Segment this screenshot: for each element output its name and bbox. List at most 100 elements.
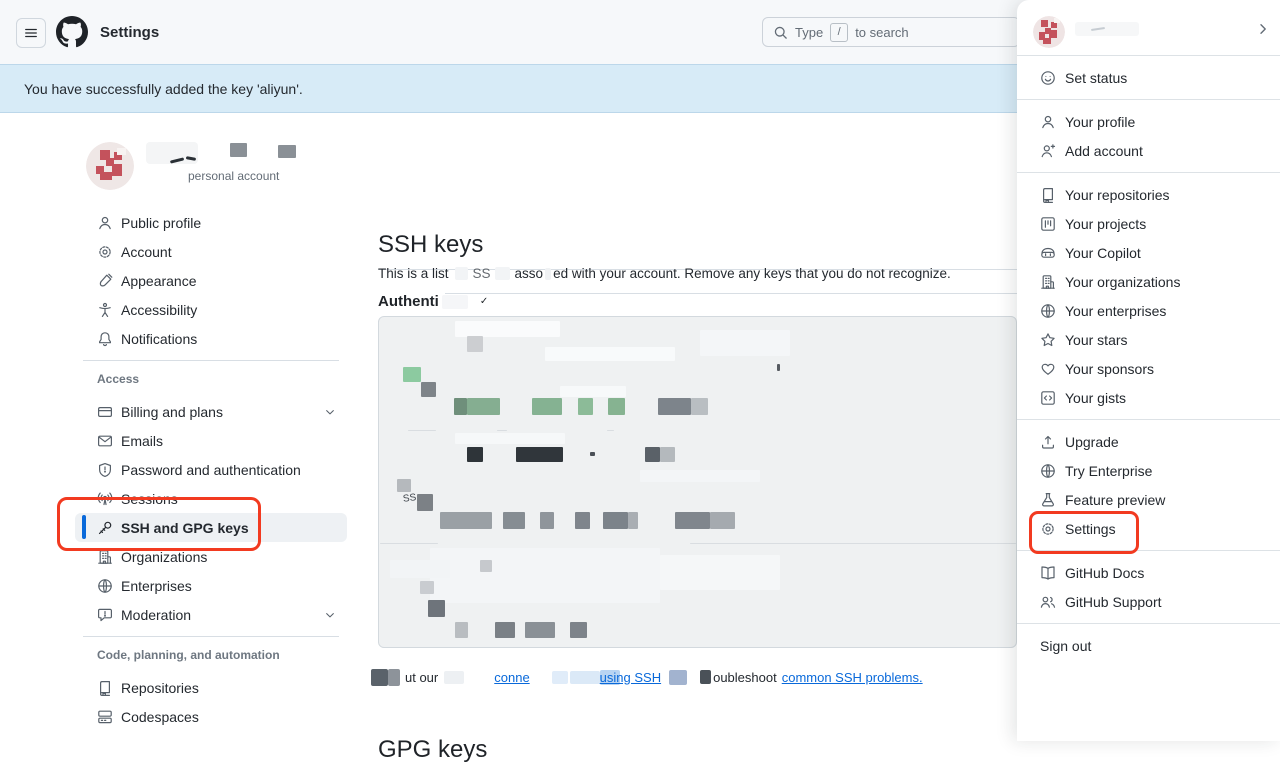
menu-item-label: Add account bbox=[1065, 142, 1143, 159]
sidebar-item-sessions[interactable]: Sessions bbox=[75, 484, 347, 513]
sidebar-item-repositories[interactable]: Repositories bbox=[75, 673, 347, 702]
censor-block bbox=[660, 447, 675, 462]
chevron-right-icon[interactable] bbox=[1255, 21, 1271, 37]
list-divider-segment bbox=[690, 543, 1016, 544]
common-ssh-problems-link[interactable]: common SSH problems. bbox=[781, 669, 923, 685]
censor-block bbox=[371, 668, 388, 686]
censor-block bbox=[560, 386, 626, 397]
censor-blob bbox=[551, 670, 568, 684]
sidebar-item-label: Emails bbox=[121, 432, 164, 449]
using-ssh-link[interactable]: using SSH bbox=[599, 669, 662, 685]
censor-block bbox=[660, 555, 780, 590]
heart-icon bbox=[1040, 361, 1056, 377]
search-icon bbox=[774, 26, 787, 39]
ssh-keys-description: This is a list SS asso ed with your acco… bbox=[378, 266, 951, 281]
censor-block bbox=[230, 143, 247, 157]
menu-item-your-sponsors[interactable]: Your sponsors bbox=[1017, 354, 1280, 383]
bell-icon bbox=[97, 331, 113, 347]
profile-caption: personal account bbox=[188, 169, 280, 183]
book-icon bbox=[1040, 565, 1056, 581]
globe-icon bbox=[1040, 303, 1056, 319]
sidebar-item-ssh-and-gpg-keys[interactable]: SSH and GPG keys bbox=[75, 513, 347, 542]
menu-item-your-stars[interactable]: Your stars bbox=[1017, 325, 1280, 354]
success-banner-message: You have successfully added the key 'ali… bbox=[24, 80, 303, 97]
censor-block bbox=[417, 494, 433, 511]
menu-item-settings[interactable]: Settings bbox=[1017, 514, 1280, 543]
censored-username bbox=[1075, 22, 1139, 36]
menu-item-try-enterprise[interactable]: Try Enterprise bbox=[1017, 456, 1280, 485]
globe-icon bbox=[1040, 463, 1056, 479]
sidebar-item-billing-and-plans[interactable]: Billing and plans bbox=[75, 397, 347, 426]
code-square-icon bbox=[1040, 390, 1056, 406]
menu-item-github-support[interactable]: GitHub Support bbox=[1017, 587, 1280, 616]
menu-item-upgrade[interactable]: Upgrade bbox=[1017, 427, 1280, 456]
repo-icon bbox=[97, 680, 113, 696]
key-text-fragment: SS bbox=[402, 492, 418, 505]
repo-icon bbox=[1040, 187, 1056, 203]
sidebar-item-emails[interactable]: Emails bbox=[75, 426, 347, 455]
menu-item-your-copilot[interactable]: Your Copilot bbox=[1017, 238, 1280, 267]
sidebar-item-enterprises[interactable]: Enterprises bbox=[75, 571, 347, 600]
censor-block bbox=[467, 336, 483, 352]
menu-item-your-profile[interactable]: Your profile bbox=[1017, 107, 1280, 136]
search-input[interactable]: Type / to search bbox=[762, 17, 1020, 47]
menu-item-label: Your repositories bbox=[1065, 186, 1170, 203]
menu-item-label: Set status bbox=[1065, 69, 1128, 86]
sidebar-item-label: Moderation bbox=[121, 606, 192, 623]
menu-item-your-projects[interactable]: Your projects bbox=[1017, 209, 1280, 238]
chevron-down-icon bbox=[323, 405, 337, 419]
ssh-help-text: ut our conne using SSH oubleshoot common… bbox=[371, 668, 923, 686]
sidebar-item-codespaces[interactable]: Codespaces bbox=[75, 702, 347, 731]
menu-item-your-gists[interactable]: Your gists bbox=[1017, 383, 1280, 412]
description-text: This is a list bbox=[378, 266, 449, 281]
comment-icon bbox=[97, 607, 113, 623]
menu-item-label: Settings bbox=[1065, 520, 1116, 537]
user-avatar[interactable] bbox=[1033, 16, 1065, 48]
menu-item-your-repositories[interactable]: Your repositories bbox=[1017, 180, 1280, 209]
menu-item-sign-out[interactable]: Sign out bbox=[1017, 631, 1280, 660]
censor-blob bbox=[669, 669, 688, 685]
user-avatar[interactable] bbox=[86, 142, 134, 190]
menu-item-label: Your stars bbox=[1065, 331, 1128, 348]
censor-block bbox=[570, 622, 587, 638]
menu-item-your-enterprises[interactable]: Your enterprises bbox=[1017, 296, 1280, 325]
censor-block bbox=[480, 560, 492, 572]
list-divider-segment bbox=[497, 430, 507, 431]
hamburger-menu-button[interactable] bbox=[16, 18, 46, 48]
censored-username bbox=[146, 142, 198, 164]
menu-item-label: Upgrade bbox=[1065, 433, 1119, 450]
censor-block bbox=[658, 398, 691, 415]
censor-block bbox=[700, 670, 712, 684]
selected-indicator-bar bbox=[82, 515, 86, 539]
project-icon bbox=[1040, 216, 1056, 232]
github-logo-icon[interactable] bbox=[56, 16, 88, 48]
organization-icon bbox=[97, 549, 113, 565]
censor-blob bbox=[441, 294, 468, 309]
sidebar-item-accessibility[interactable]: Accessibility bbox=[75, 295, 347, 324]
codespaces-icon bbox=[97, 709, 113, 725]
sidebar-section-header-code-planning-and-automation: Code, planning, and automation bbox=[97, 648, 280, 662]
censor-block bbox=[454, 398, 467, 415]
menu-item-your-organizations[interactable]: Your organizations bbox=[1017, 267, 1280, 296]
menu-item-feature-preview[interactable]: Feature preview bbox=[1017, 485, 1280, 514]
connecting-link-fragment[interactable]: conne bbox=[494, 669, 530, 685]
star-icon bbox=[1040, 332, 1056, 348]
menu-item-set-status[interactable]: Set status bbox=[1017, 63, 1280, 92]
sidebar-item-account[interactable]: Account bbox=[75, 237, 347, 266]
sidebar-item-organizations[interactable]: Organizations bbox=[75, 542, 347, 571]
sidebar-item-password-and-authentication[interactable]: Password and authentication bbox=[75, 455, 347, 484]
menu-item-github-docs[interactable]: GitHub Docs bbox=[1017, 558, 1280, 587]
censor-block bbox=[691, 398, 708, 415]
credit-card-icon bbox=[97, 404, 113, 420]
sidebar-item-appearance[interactable]: Appearance bbox=[75, 266, 347, 295]
menu-item-add-account[interactable]: Add account bbox=[1017, 136, 1280, 165]
smiley-icon bbox=[1040, 70, 1056, 86]
beaker-icon bbox=[1040, 492, 1056, 508]
sidebar-item-public-profile[interactable]: Public profile bbox=[75, 208, 347, 237]
censor-block bbox=[608, 398, 625, 415]
sidebar-item-label: Public profile bbox=[121, 214, 202, 231]
menu-item-label: Your organizations bbox=[1065, 273, 1181, 290]
sidebar-item-moderation[interactable]: Moderation bbox=[75, 600, 347, 629]
sidebar-item-notifications[interactable]: Notifications bbox=[75, 324, 347, 353]
censor-block bbox=[467, 398, 500, 415]
